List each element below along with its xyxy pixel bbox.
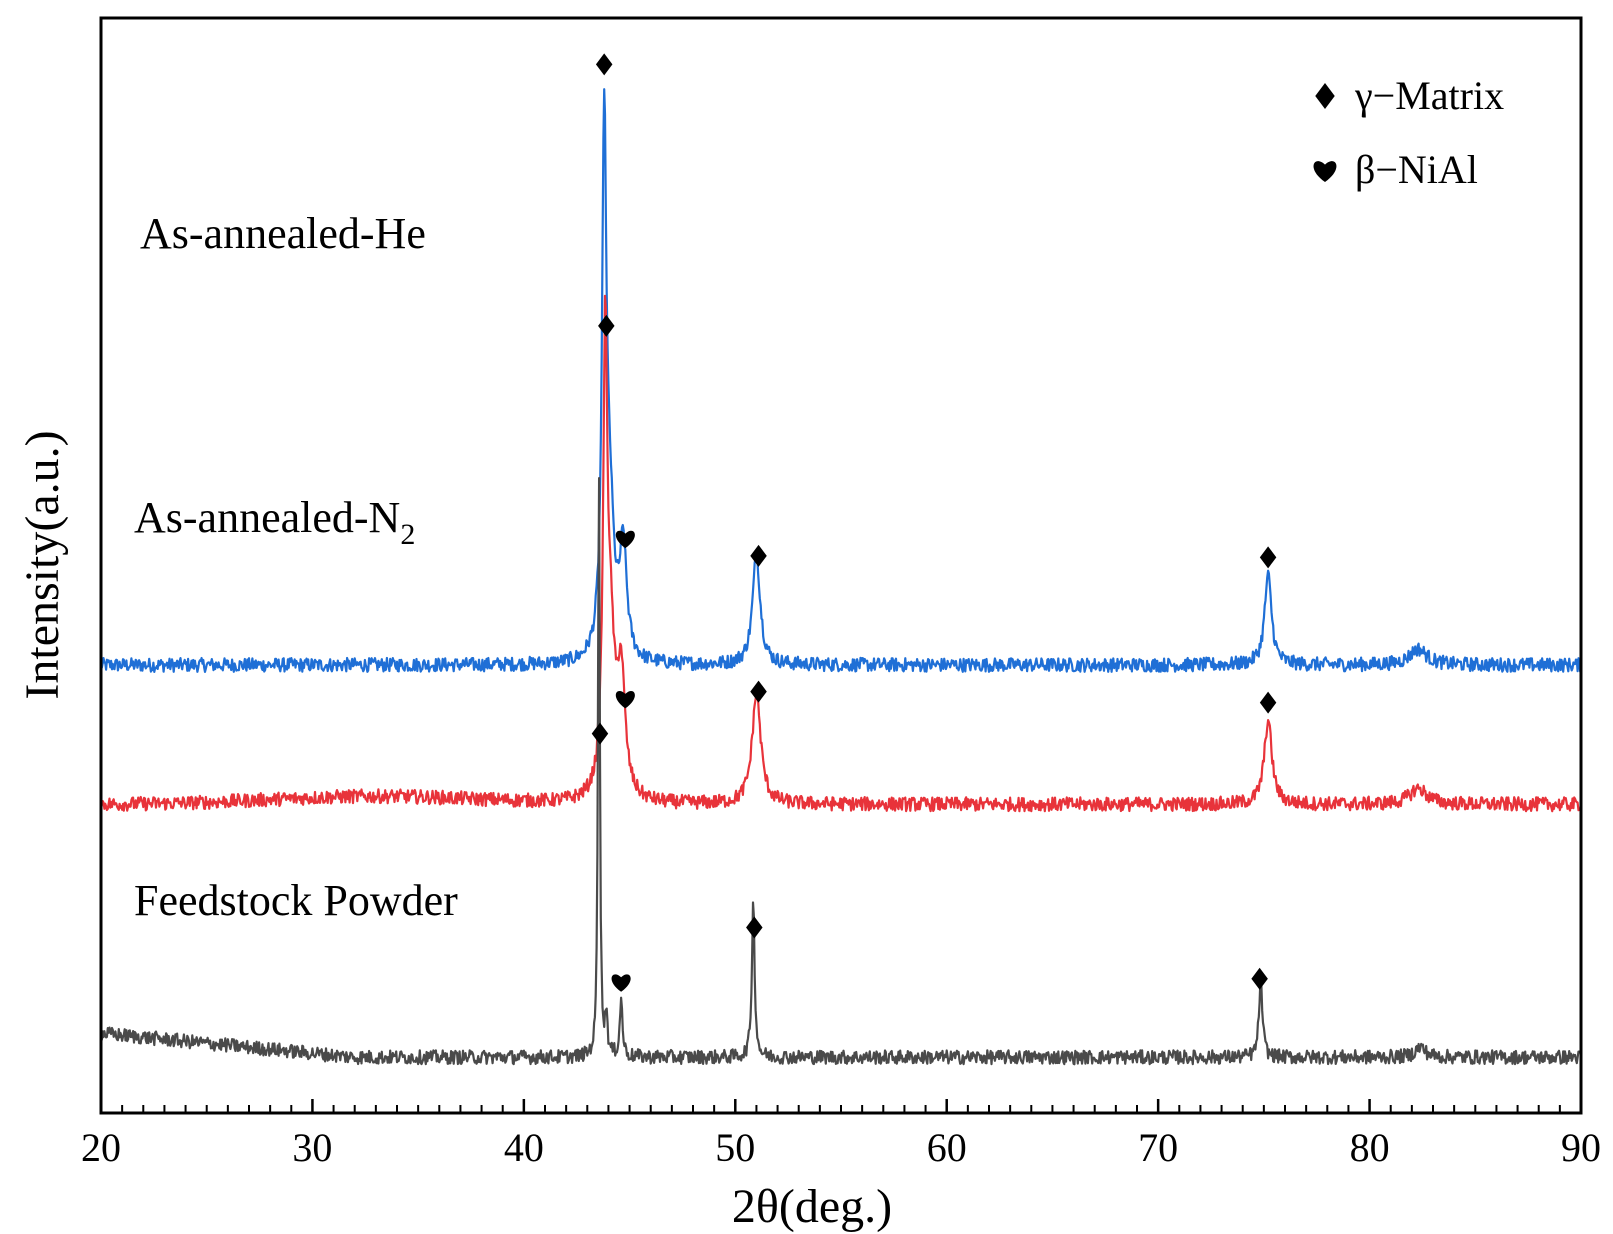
diamond-marker-s1-4 <box>1259 546 1277 569</box>
legend-diamond-icon <box>1315 83 1335 109</box>
x-tick-label-60: 60 <box>927 1125 967 1170</box>
legend-heart-icon <box>1313 161 1337 182</box>
diamond-marker-s2-3 <box>750 680 767 703</box>
series-line-3 <box>100 477 1583 1066</box>
legend: γ−Matrix β−NiAl <box>1313 73 1504 192</box>
diamond-marker-s2-4 <box>1259 691 1277 714</box>
legend-label-2: β−NiAl <box>1355 147 1478 192</box>
axes-layer: 20 30 40 50 60 70 80 90 <box>81 16 1601 1170</box>
labels-layer: As-annealed-He As-annealed-N2 Feedstock Po… <box>134 209 458 925</box>
x-axis-title: 2θ(deg.) <box>732 1180 892 1233</box>
x-tick-label-30: 30 <box>292 1125 332 1170</box>
x-tick-label-70: 70 <box>1138 1125 1178 1170</box>
diamond-marker-s3-3 <box>746 916 763 939</box>
y-axis-title: Intensity(a.u.) <box>16 430 69 699</box>
diamond-marker-s3-1 <box>591 722 609 745</box>
x-tick-label-40: 40 <box>504 1125 544 1170</box>
x-tick-label-20: 20 <box>81 1125 121 1170</box>
series-line-1 <box>99 88 1583 673</box>
x-tick-label-90: 90 <box>1561 1125 1601 1170</box>
diamond-marker-s1-1 <box>595 53 613 76</box>
heart-marker-s3-2 <box>611 974 631 992</box>
heart-marker-s2-2 <box>615 690 635 709</box>
marker-layer <box>591 53 1277 992</box>
diamond-marker-s2-1 <box>598 314 615 337</box>
series-line-2 <box>99 294 1583 813</box>
series-label-1: As-annealed-He <box>140 209 426 258</box>
heart-marker-s1-2 <box>615 530 635 549</box>
series-layer <box>99 88 1583 1066</box>
x-tick-label-80: 80 <box>1350 1125 1390 1170</box>
series-label-2: As-annealed-N2 <box>134 493 415 551</box>
diamond-marker-s3-4 <box>1251 967 1268 990</box>
x-tick-label-50: 50 <box>715 1125 755 1170</box>
legend-label-1: γ−Matrix <box>1354 73 1504 118</box>
diamond-marker-s1-3 <box>750 544 767 567</box>
series-label-3: Feedstock Powder <box>134 876 458 925</box>
